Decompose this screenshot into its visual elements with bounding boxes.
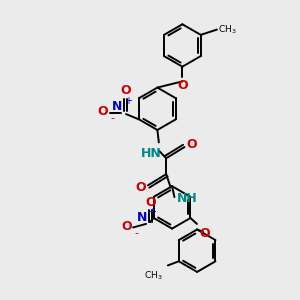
- Text: CH$_3$: CH$_3$: [218, 23, 237, 36]
- Text: O: O: [145, 196, 156, 209]
- Text: NH: NH: [176, 192, 197, 206]
- Text: O: O: [121, 220, 132, 233]
- Text: HN: HN: [140, 147, 161, 160]
- Text: -: -: [110, 113, 115, 123]
- Text: O: O: [186, 139, 197, 152]
- Text: -: -: [135, 228, 139, 238]
- Text: +: +: [124, 96, 132, 106]
- Text: O: O: [135, 181, 146, 194]
- Text: O: O: [177, 79, 188, 92]
- Text: O: O: [200, 227, 211, 240]
- Text: CH$_3$: CH$_3$: [144, 269, 163, 282]
- Text: +: +: [148, 207, 156, 217]
- Text: N: N: [137, 211, 147, 224]
- Text: O: O: [120, 84, 131, 97]
- Text: N: N: [112, 100, 122, 113]
- Text: O: O: [98, 105, 108, 118]
